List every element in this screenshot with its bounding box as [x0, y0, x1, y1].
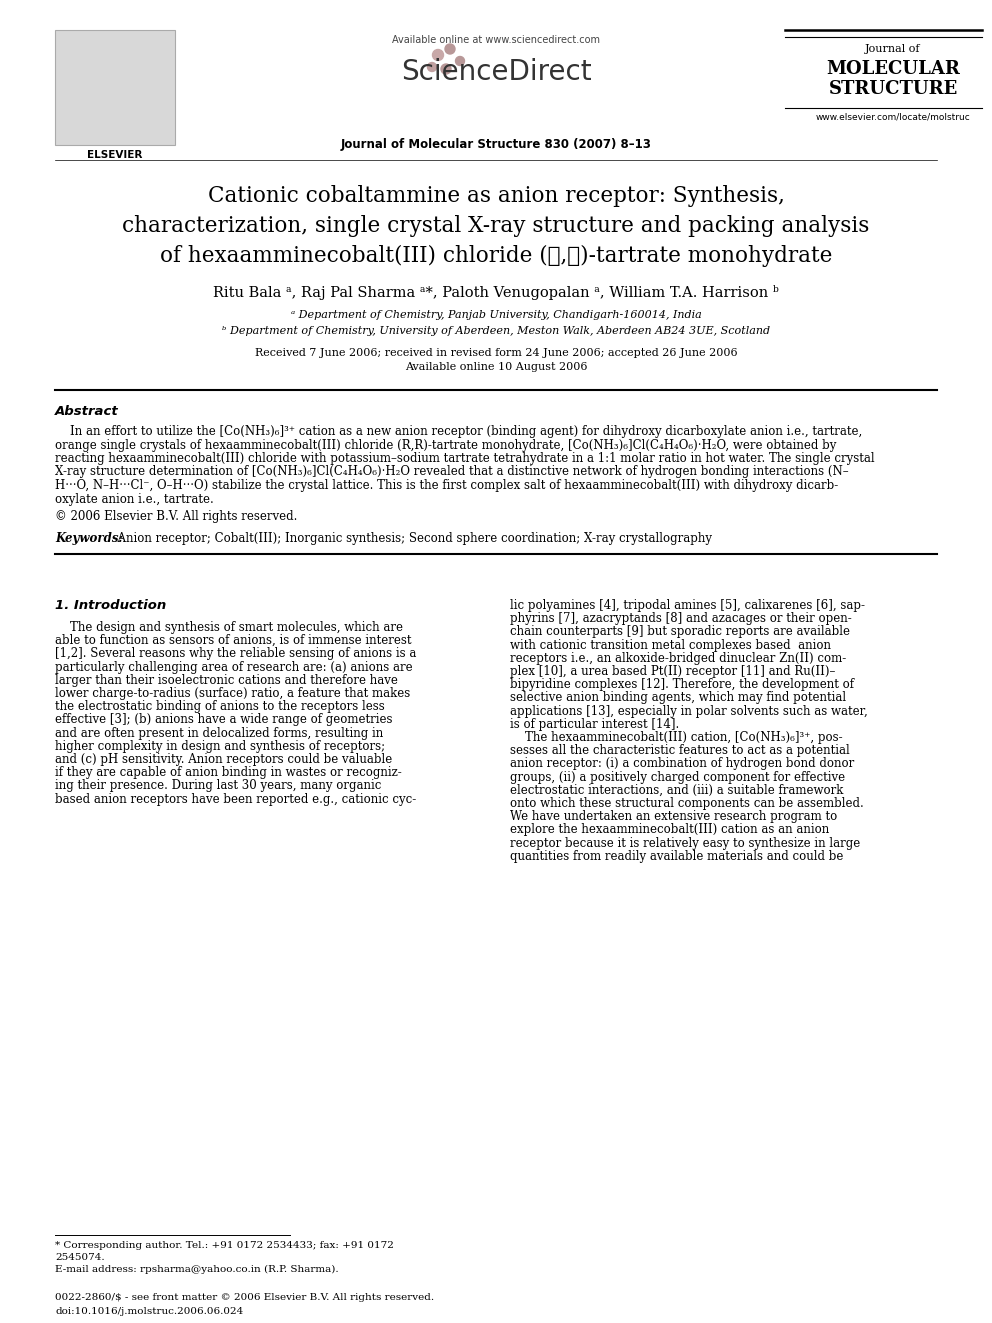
- Text: sesses all the characteristic features to act as a potential: sesses all the characteristic features t…: [510, 745, 850, 757]
- Text: anion receptor: (i) a combination of hydrogen bond donor: anion receptor: (i) a combination of hyd…: [510, 757, 854, 770]
- Text: the electrostatic binding of anions to the receptors less: the electrostatic binding of anions to t…: [55, 700, 385, 713]
- Text: lower charge-to-radius (surface) ratio, a feature that makes: lower charge-to-radius (surface) ratio, …: [55, 687, 411, 700]
- Text: groups, (ii) a positively charged component for effective: groups, (ii) a positively charged compon…: [510, 770, 845, 783]
- Text: Cationic cobaltammine as anion receptor: Synthesis,: Cationic cobaltammine as anion receptor:…: [207, 185, 785, 206]
- Text: phyrins [7], azacryptands [8] and azacages or their open-: phyrins [7], azacryptands [8] and azacag…: [510, 613, 852, 626]
- Text: larger than their isoelectronic cations and therefore have: larger than their isoelectronic cations …: [55, 673, 398, 687]
- Text: chain counterparts [9] but sporadic reports are available: chain counterparts [9] but sporadic repo…: [510, 626, 850, 639]
- Text: characterization, single crystal X-ray structure and packing analysis: characterization, single crystal X-ray s…: [122, 216, 870, 237]
- Circle shape: [433, 49, 443, 61]
- Text: lic polyamines [4], tripodal amines [5], calixarenes [6], sap-: lic polyamines [4], tripodal amines [5],…: [510, 599, 865, 613]
- Circle shape: [455, 57, 464, 66]
- Text: with cationic transition metal complexes based  anion: with cationic transition metal complexes…: [510, 639, 831, 652]
- Text: applications [13], especially in polar solvents such as water,: applications [13], especially in polar s…: [510, 705, 868, 717]
- Text: Ritu Bala ᵃ, Raj Pal Sharma ᵃ*, Paloth Venugopalan ᵃ, William T.A. Harrison ᵇ: Ritu Bala ᵃ, Raj Pal Sharma ᵃ*, Paloth V…: [213, 284, 779, 300]
- Text: Received 7 June 2006; received in revised form 24 June 2006; accepted 26 June 20: Received 7 June 2006; received in revise…: [255, 348, 737, 359]
- Text: selective anion binding agents, which may find potential: selective anion binding agents, which ma…: [510, 692, 846, 704]
- Text: bipyridine complexes [12]. Therefore, the development of: bipyridine complexes [12]. Therefore, th…: [510, 679, 854, 691]
- Text: receptors i.e., an alkoxide-bridged dinuclear Zn(II) com-: receptors i.e., an alkoxide-bridged dinu…: [510, 652, 846, 664]
- Text: is of particular interest [14].: is of particular interest [14].: [510, 718, 680, 730]
- Text: 2545074.: 2545074.: [55, 1253, 104, 1262]
- Text: E-mail address: rpsharma@yahoo.co.in (R.P. Sharma).: E-mail address: rpsharma@yahoo.co.in (R.…: [55, 1265, 338, 1274]
- Circle shape: [428, 62, 436, 71]
- Text: Abstract: Abstract: [55, 405, 119, 418]
- Text: if they are capable of anion binding in wastes or recogniz-: if they are capable of anion binding in …: [55, 766, 402, 779]
- Text: The design and synthesis of smart molecules, which are: The design and synthesis of smart molecu…: [55, 620, 403, 634]
- Text: The hexaamminecobalt(III) cation, [Co(NH₃)₆]³⁺, pos-: The hexaamminecobalt(III) cation, [Co(NH…: [510, 732, 842, 744]
- Text: plex [10], a urea based Pt(II) receptor [11] and Ru(II)–: plex [10], a urea based Pt(II) receptor …: [510, 665, 835, 677]
- Text: and are often present in delocalized forms, resulting in: and are often present in delocalized for…: [55, 726, 383, 740]
- Text: based anion receptors have been reported e.g., cationic cyc-: based anion receptors have been reported…: [55, 792, 417, 806]
- Text: explore the hexaamminecobalt(III) cation as an anion: explore the hexaamminecobalt(III) cation…: [510, 823, 829, 836]
- Text: electrostatic interactions, and (iii) a suitable framework: electrostatic interactions, and (iii) a …: [510, 783, 843, 796]
- Text: [1,2]. Several reasons why the reliable sensing of anions is a: [1,2]. Several reasons why the reliable …: [55, 647, 417, 660]
- Text: quantities from readily available materials and could be: quantities from readily available materi…: [510, 849, 843, 863]
- Text: particularly challenging area of research are: (a) anions are: particularly challenging area of researc…: [55, 660, 413, 673]
- Text: effective [3]; (b) anions have a wide range of geometries: effective [3]; (b) anions have a wide ra…: [55, 713, 393, 726]
- Text: orange single crystals of hexaamminecobalt(III) chloride (R,R)-tartrate monohydr: orange single crystals of hexaamminecoba…: [55, 438, 836, 451]
- Text: Journal of: Journal of: [865, 44, 921, 54]
- Text: STRUCTURE: STRUCTURE: [828, 79, 957, 98]
- Text: ScienceDirect: ScienceDirect: [401, 58, 591, 86]
- Text: MOLECULAR: MOLECULAR: [826, 60, 960, 78]
- Text: ELSEVIER: ELSEVIER: [87, 149, 143, 160]
- Text: receptor because it is relatively easy to synthesize in large: receptor because it is relatively easy t…: [510, 836, 860, 849]
- Text: X-ray structure determination of [Co(NH₃)₆]Cl(C₄H₄O₆)·H₂O revealed that a distin: X-ray structure determination of [Co(NH₃…: [55, 466, 848, 479]
- Text: 0022-2860/$ - see front matter © 2006 Elsevier B.V. All rights reserved.: 0022-2860/$ - see front matter © 2006 El…: [55, 1293, 434, 1302]
- Text: ᵇ Department of Chemistry, University of Aberdeen, Meston Walk, Aberdeen AB24 3U: ᵇ Department of Chemistry, University of…: [222, 325, 770, 336]
- Text: 1. Introduction: 1. Introduction: [55, 599, 167, 613]
- Circle shape: [441, 64, 451, 74]
- Text: © 2006 Elsevier B.V. All rights reserved.: © 2006 Elsevier B.V. All rights reserved…: [55, 509, 298, 523]
- Text: higher complexity in design and synthesis of receptors;: higher complexity in design and synthesi…: [55, 740, 385, 753]
- Text: We have undertaken an extensive research program to: We have undertaken an extensive research…: [510, 810, 837, 823]
- Circle shape: [445, 44, 455, 54]
- Text: In an effort to utilize the [Co(NH₃)₆]³⁺ cation as a new anion receptor (binding: In an effort to utilize the [Co(NH₃)₆]³⁺…: [55, 425, 862, 438]
- Text: doi:10.1016/j.molstruc.2006.06.024: doi:10.1016/j.molstruc.2006.06.024: [55, 1307, 243, 1316]
- Text: able to function as sensors of anions, is of immense interest: able to function as sensors of anions, i…: [55, 634, 412, 647]
- Text: * Corresponding author. Tel.: +91 0172 2534433; fax: +91 0172: * Corresponding author. Tel.: +91 0172 2…: [55, 1241, 394, 1250]
- Text: and (c) pH sensitivity. Anion receptors could be valuable: and (c) pH sensitivity. Anion receptors …: [55, 753, 392, 766]
- Text: Available online at www.sciencedirect.com: Available online at www.sciencedirect.co…: [392, 34, 600, 45]
- Text: Journal of Molecular Structure 830 (2007) 8–13: Journal of Molecular Structure 830 (2007…: [340, 138, 652, 151]
- FancyBboxPatch shape: [55, 30, 175, 146]
- Text: www.elsevier.com/locate/molstruc: www.elsevier.com/locate/molstruc: [815, 112, 970, 120]
- Text: Available online 10 August 2006: Available online 10 August 2006: [405, 363, 587, 372]
- Text: reacting hexaamminecobalt(III) chloride with potassium–sodium tartrate tetrahydr: reacting hexaamminecobalt(III) chloride …: [55, 452, 875, 464]
- Text: Keywords:: Keywords:: [55, 532, 123, 545]
- Text: onto which these structural components can be assembled.: onto which these structural components c…: [510, 796, 864, 810]
- Text: Anion receptor; Cobalt(III); Inorganic synthesis; Second sphere coordination; X-: Anion receptor; Cobalt(III); Inorganic s…: [110, 532, 712, 545]
- Text: H···O, N–H···Cl⁻, O–H···O) stabilize the crystal lattice. This is the first comp: H···O, N–H···Cl⁻, O–H···O) stabilize the…: [55, 479, 838, 492]
- Text: oxylate anion i.e., tartrate.: oxylate anion i.e., tartrate.: [55, 492, 213, 505]
- Text: ing their presence. During last 30 years, many organic: ing their presence. During last 30 years…: [55, 779, 381, 792]
- Text: of hexaamminecobalt(III) chloride (ℛ,ℛ)-tartrate monohydrate: of hexaamminecobalt(III) chloride (ℛ,ℛ)-…: [160, 245, 832, 267]
- Text: ᵃ Department of Chemistry, Panjab University, Chandigarh-160014, India: ᵃ Department of Chemistry, Panjab Univer…: [291, 310, 701, 320]
